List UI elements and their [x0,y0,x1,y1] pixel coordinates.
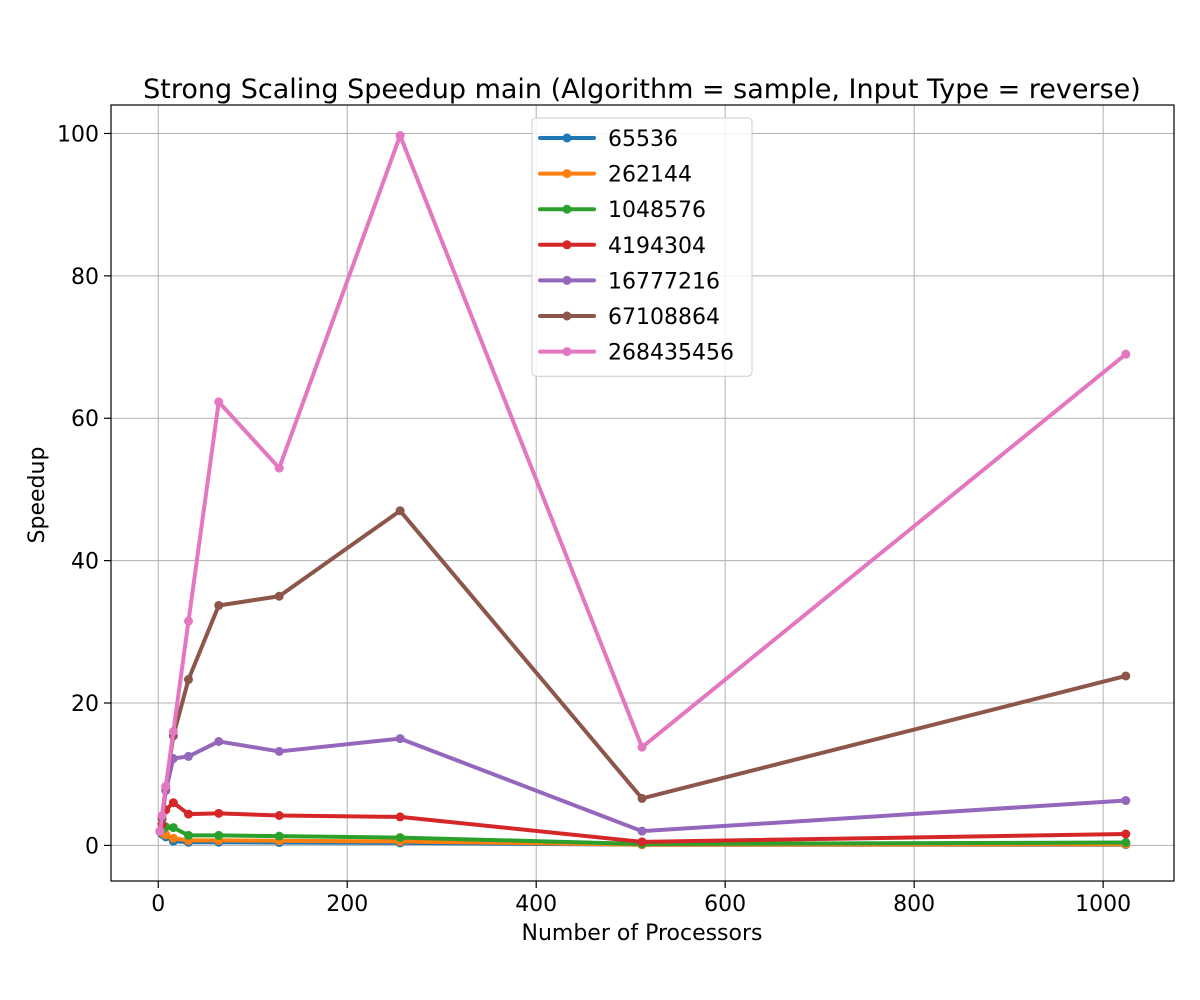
legend-item: 262144 [538,163,692,188]
data-point [395,131,405,141]
data-point [157,811,167,821]
data-point [214,600,224,610]
data-point [183,616,193,626]
data-point [1121,349,1131,359]
data-point [395,812,405,822]
legend-label: 268435456 [608,341,734,366]
y-tick-label: 80 [71,265,99,290]
legend-box [531,117,753,377]
x-tick-label: 400 [515,892,557,917]
data-point [183,830,193,840]
data-point [155,826,165,836]
series-268435456 [155,131,1131,836]
x-tick-label: 200 [326,892,368,917]
y-tick-label: 0 [85,834,99,859]
legend-item: 65536 [538,127,678,152]
data-point [274,746,284,756]
x-tick-label: 0 [151,892,165,917]
chart-title: Strong Scaling Speedup main (Algorithm =… [143,74,1141,105]
data-point [161,781,171,791]
legend-item: 4194304 [538,234,706,259]
data-point [274,811,284,821]
legend-label: 65536 [608,127,678,152]
legend-marker [562,169,572,179]
data-point [168,726,178,736]
legend-label: 16777216 [608,269,720,294]
x-axis-label: Number of Processors [522,921,763,946]
data-point [1121,671,1131,681]
data-point [274,591,284,601]
axis-ticks: 0 200 400 600 800 1000 0 20 40 60 80 100 [57,122,1131,917]
data-point [274,463,284,473]
legend-item: 268435456 [538,341,734,366]
legend-label: 4194304 [608,234,706,259]
data-point [1121,796,1131,806]
data-point [274,831,284,841]
data-point [1121,838,1131,848]
data-point [395,734,405,744]
data-point [637,837,647,847]
legend-label: 67108864 [608,305,720,330]
legend-marker [562,204,572,214]
data-point [1121,829,1131,839]
data-point [183,675,193,685]
legend-marker [562,275,572,285]
data-point [214,808,224,818]
legend-label: 262144 [608,163,692,188]
data-point [637,742,647,752]
data-point [214,397,224,407]
data-point [183,751,193,761]
x-tick-label: 600 [704,892,746,917]
legend-marker [562,347,572,357]
y-tick-label: 100 [57,122,99,147]
legend-marker [562,133,572,143]
legend-marker [562,311,572,321]
data-point [168,823,178,833]
legend-marker [562,240,572,250]
data-point [637,826,647,836]
data-point [214,736,224,746]
legend-label: 1048576 [608,198,706,223]
series-layer [155,131,1131,850]
series-line [158,133,1128,834]
data-point [214,830,224,840]
legend: 65536 262144 1048576 4194304 16777216 6710886… [531,117,753,377]
data-point [395,833,405,843]
y-tick-label: 60 [71,407,99,432]
plot-frame [110,104,1175,882]
data-point [637,793,647,803]
data-point [395,506,405,516]
data-point [168,833,178,843]
x-tick-label: 1000 [1075,892,1131,917]
y-axis-label: Speedup [25,447,50,544]
legend-item: 1048576 [538,198,706,223]
y-tick-label: 20 [71,692,99,717]
x-tick-label: 800 [893,892,935,917]
legend-item: 16777216 [538,269,720,294]
legend-item: 67108864 [538,305,720,330]
y-tick-label: 40 [71,550,99,575]
data-point [183,809,193,819]
data-point [168,798,178,808]
